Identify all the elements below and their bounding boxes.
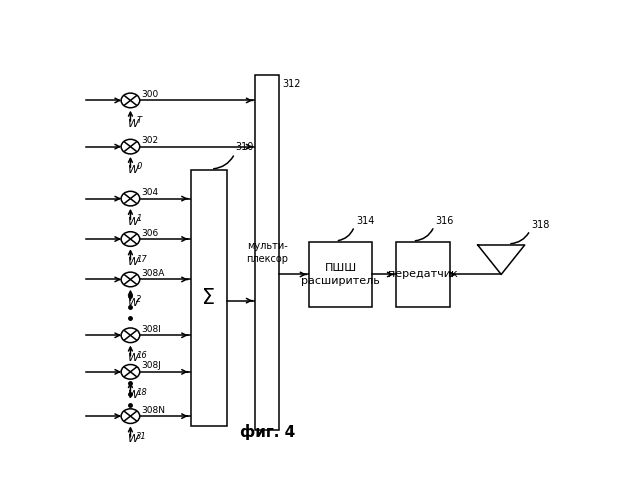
- Text: 308A: 308A: [142, 269, 165, 278]
- Text: 17: 17: [137, 255, 147, 264]
- Text: W: W: [128, 216, 138, 226]
- Text: 308N: 308N: [142, 406, 166, 414]
- Bar: [191, 170, 228, 426]
- Text: 306: 306: [142, 228, 159, 237]
- Text: передатчик: передатчик: [389, 270, 458, 280]
- Text: ПШШ
расширитель: ПШШ расширитель: [301, 263, 380, 286]
- Text: 16: 16: [137, 351, 147, 360]
- Text: 312: 312: [283, 79, 301, 89]
- Text: 304: 304: [142, 188, 159, 197]
- Text: фиг. 4: фиг. 4: [240, 424, 295, 440]
- Text: 300: 300: [142, 90, 159, 99]
- Text: W: W: [128, 118, 138, 128]
- Text: 314: 314: [356, 216, 374, 226]
- Text: W: W: [128, 257, 138, 267]
- Text: 1: 1: [137, 214, 142, 224]
- Text: 0: 0: [137, 162, 142, 172]
- Text: Σ: Σ: [202, 288, 216, 308]
- Text: мульти-
плексор: мульти- плексор: [246, 242, 288, 264]
- Text: 302: 302: [142, 136, 159, 145]
- Text: W: W: [128, 164, 138, 174]
- Text: 310: 310: [236, 142, 254, 152]
- Text: T: T: [137, 116, 142, 125]
- Bar: [255, 76, 279, 430]
- Text: 318: 318: [531, 220, 549, 230]
- Text: 18: 18: [137, 388, 147, 396]
- Text: 308J: 308J: [142, 362, 162, 370]
- Text: W: W: [128, 354, 138, 364]
- Text: 316: 316: [435, 216, 454, 226]
- Text: W: W: [128, 434, 138, 444]
- Text: 31: 31: [137, 432, 147, 441]
- Text: 308I: 308I: [142, 325, 162, 334]
- Text: W: W: [128, 298, 138, 308]
- Text: 2: 2: [137, 295, 142, 304]
- Bar: [309, 242, 372, 307]
- Bar: [396, 242, 450, 307]
- Text: W: W: [128, 390, 138, 400]
